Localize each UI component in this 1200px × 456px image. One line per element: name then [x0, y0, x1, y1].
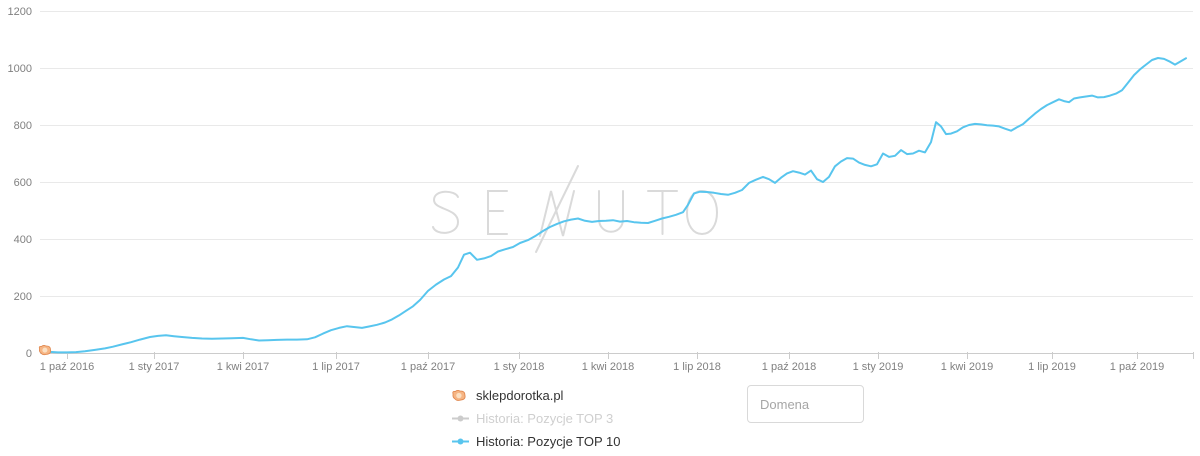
- chart-legend: sklepdorotka.pl Historia: Pozycje TOP 3 …: [452, 387, 621, 456]
- series-top3-marker-icon: [452, 414, 469, 423]
- x-axis-ticks: [67, 352, 1194, 359]
- svg-text:1 paź 2019: 1 paź 2019: [1110, 361, 1164, 373]
- svg-text:1200: 1200: [8, 6, 32, 18]
- series-top10-line[interactable]: [44, 57, 1187, 354]
- series-start-favicon-icon: [38, 345, 52, 356]
- svg-text:200: 200: [14, 291, 32, 303]
- senuto-watermark: [432, 165, 719, 253]
- svg-text:400: 400: [14, 234, 32, 246]
- legend-item-top3[interactable]: Historia: Pozycje TOP 3: [452, 410, 621, 426]
- svg-text:1 lip 2018: 1 lip 2018: [673, 361, 721, 373]
- svg-text:1 paź 2017: 1 paź 2017: [401, 361, 455, 373]
- y-gridlines: [40, 11, 1193, 354]
- legend-label-top3: Historia: Pozycje TOP 3: [476, 410, 614, 426]
- svg-text:1 paź 2016: 1 paź 2016: [40, 361, 94, 373]
- legend-label-domain: sklepdorotka.pl: [476, 387, 564, 403]
- svg-text:1 kwi 2018: 1 kwi 2018: [582, 361, 635, 373]
- svg-text:1 kwi 2019: 1 kwi 2019: [941, 361, 994, 373]
- svg-text:1 sty 2018: 1 sty 2018: [494, 361, 545, 373]
- x-axis-labels: 1 paź 2016 1 sty 2017 1 kwi 2017 1 lip 2017…: [40, 361, 1164, 373]
- svg-text:0: 0: [26, 348, 32, 360]
- svg-text:1 sty 2017: 1 sty 2017: [129, 361, 180, 373]
- visibility-chart: 0 200 400 600 800 1000 1200 1 paź 2016 1 sty 201…: [8, 6, 1194, 373]
- svg-text:1 lip 2017: 1 lip 2017: [312, 361, 360, 373]
- svg-text:1 lip 2019: 1 lip 2019: [1028, 361, 1076, 373]
- svg-text:1 kwi 2017: 1 kwi 2017: [217, 361, 270, 373]
- svg-text:1000: 1000: [8, 63, 32, 75]
- legend-item-top10[interactable]: Historia: Pozycje TOP 10: [452, 433, 621, 449]
- series-top10-marker-icon: [452, 437, 469, 446]
- y-axis-labels: 0 200 400 600 800 1000 1200: [8, 6, 32, 360]
- svg-text:1 sty 2019: 1 sty 2019: [853, 361, 904, 373]
- legend-label-top10: Historia: Pozycje TOP 10: [476, 433, 621, 449]
- svg-text:800: 800: [14, 120, 32, 132]
- domain-input[interactable]: [747, 385, 864, 423]
- svg-text:1 paź 2018: 1 paź 2018: [762, 361, 816, 373]
- svg-text:600: 600: [14, 177, 32, 189]
- favicon-sklepdorotka-icon: [452, 389, 469, 401]
- legend-item-domain[interactable]: sklepdorotka.pl: [452, 387, 621, 403]
